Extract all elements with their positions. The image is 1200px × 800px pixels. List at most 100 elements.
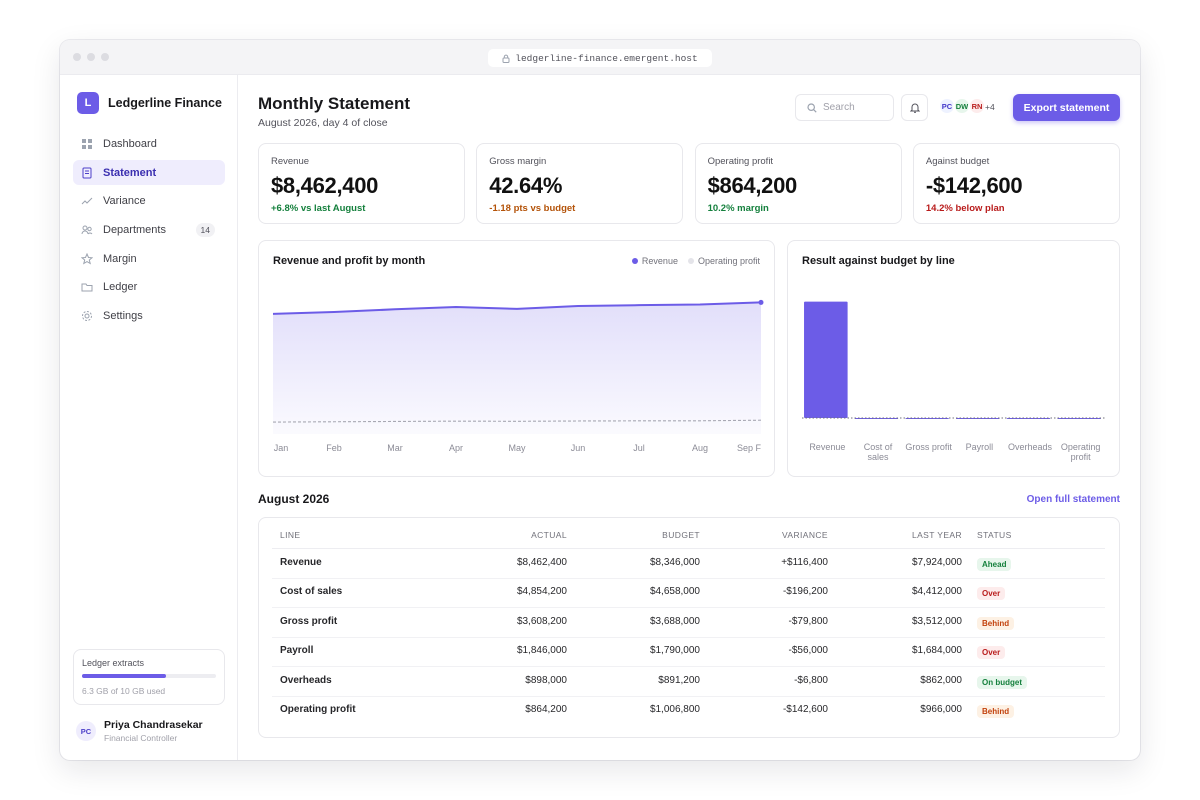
nav-icon [81, 197, 93, 205]
x-tick-label: Jan [274, 443, 289, 453]
column-header: LAST YEAR [911, 530, 962, 540]
row-rule [272, 695, 1105, 697]
bar-chart [802, 301, 1106, 419]
kpi-label: Gross margin [489, 156, 547, 167]
x-tick-label: Feb [326, 443, 342, 453]
nav-item[interactable]: Departments 14 [73, 217, 225, 242]
cell: -$79,800 [788, 615, 828, 627]
x-tick-label: Jun [571, 443, 586, 453]
kpi-value: $864,200 [707, 173, 798, 198]
user-name: Priya Chandrasekar [104, 719, 203, 731]
nav-item[interactable]: Dashboard [73, 131, 225, 156]
cell: $4,658,000 [649, 586, 700, 598]
nav-icon [82, 167, 92, 178]
table-card [258, 517, 1120, 738]
bell-icon [909, 103, 920, 113]
column-header: BUDGET [662, 530, 700, 540]
nav-label: Statement [103, 166, 157, 179]
kpi-delta: +6.8% vs last August [271, 203, 366, 214]
x-tick-label: Jul [633, 443, 645, 453]
column-header: VARIANCE [781, 530, 828, 540]
brand-logo: L [77, 92, 99, 114]
notifications-button[interactable] [901, 94, 928, 121]
bar [804, 301, 848, 418]
cell: -$196,200 [782, 586, 828, 598]
nav-icon [81, 225, 93, 235]
cell: $1,846,000 [516, 645, 567, 657]
line [272, 419, 762, 423]
x-tick-label: May [508, 443, 526, 453]
nav-icon [82, 138, 92, 149]
header-rule [272, 548, 1105, 549]
avatar: RN [968, 97, 986, 115]
nav-label: Variance [103, 195, 146, 208]
cell: -$56,000 [788, 645, 828, 657]
cell: $3,512,000 [911, 615, 962, 627]
cell: $3,688,000 [649, 615, 700, 627]
table-title: August 2026 [258, 492, 330, 506]
line-chart: Jan Feb Mar Apr May Jun Jul Aug Sep F [272, 299, 764, 453]
row-label: Cost of sales [280, 586, 343, 598]
cell: $898,000 [525, 674, 567, 686]
nav-label: Margin [103, 252, 137, 265]
legend-item: Revenue [631, 256, 678, 266]
line-chart-card: Revenue and profit by month Revenue Opera… [258, 240, 775, 477]
bar-chart-card: Result against budget by line Revenue Cos… [787, 240, 1120, 477]
window-dot [101, 53, 109, 61]
user-role: Financial Controller [104, 733, 178, 743]
export-button[interactable]: Export statement [1013, 94, 1120, 121]
row-rule [272, 607, 1105, 609]
address-bar[interactable]: ledgerline-finance.emergent.host [488, 49, 712, 67]
status-pill: On budget [977, 675, 1027, 689]
row-rule [272, 578, 1105, 579]
cell: $862,000 [920, 674, 962, 686]
x-tick-label: Operating profit [1060, 442, 1101, 462]
row-label: Gross profit [280, 615, 338, 627]
x-tick-label: Mar [387, 443, 403, 453]
avatar-more: +4 [985, 102, 995, 112]
status-pill: Over [977, 587, 1006, 601]
status-pill: Behind [977, 705, 1015, 718]
nav-item[interactable]: Margin [73, 246, 225, 271]
row-label: Operating profit [280, 704, 356, 715]
cell: $1,790,000 [649, 645, 700, 657]
legend-swatch [631, 258, 638, 264]
page-subtitle: August 2026, day 4 of close [258, 117, 388, 129]
x-tick-label: Sep F [737, 443, 762, 453]
cell: $4,854,200 [516, 586, 567, 598]
nav-label: Dashboard [103, 137, 157, 150]
legend: Revenue Operating profit [631, 256, 760, 266]
brand-name: Ledgerline Finance [108, 96, 222, 110]
nav-icon [81, 252, 93, 265]
kpi-label: Revenue [271, 156, 310, 167]
bar [905, 418, 949, 419]
kpi-card: Operating profit $864,200 10.2% margin [694, 143, 902, 224]
nav-icon [82, 311, 92, 321]
x-tick-label: Overheads [1007, 442, 1052, 452]
legend-swatch [687, 258, 694, 264]
cell: $8,346,000 [649, 557, 700, 568]
kpi-value: 42.64% [489, 173, 563, 198]
nav-label: Ledger [103, 281, 138, 294]
nav-item[interactable]: Statement [73, 160, 225, 185]
open-statement-link[interactable]: Open full statement [1026, 494, 1120, 505]
cell: $3,608,200 [516, 615, 567, 627]
storage-caption: 6.3 GB of 10 GB used [82, 686, 166, 696]
nav-item[interactable]: Settings [73, 304, 225, 329]
status-pill: Ahead [977, 558, 1012, 571]
cell: $7,924,000 [911, 557, 962, 568]
nav-item[interactable]: Ledger [73, 275, 225, 300]
kpi-delta: 14.2% below plan [925, 203, 1005, 214]
chart-title: Revenue and profit by month [273, 255, 426, 267]
nav-label: Departments [103, 223, 166, 236]
nav-label: Settings [103, 310, 143, 322]
bar [1006, 418, 1051, 419]
x-tick-label: Payroll [965, 442, 994, 452]
nav-item[interactable]: Variance [73, 189, 225, 214]
kpi-value: $8,462,400 [271, 173, 379, 198]
search-icon [807, 102, 817, 113]
cell: $8,462,400 [516, 557, 567, 568]
kpi-card: Gross margin 42.64% -1.18 pts vs budget [476, 143, 684, 224]
search-box[interactable]: Search [795, 94, 894, 121]
